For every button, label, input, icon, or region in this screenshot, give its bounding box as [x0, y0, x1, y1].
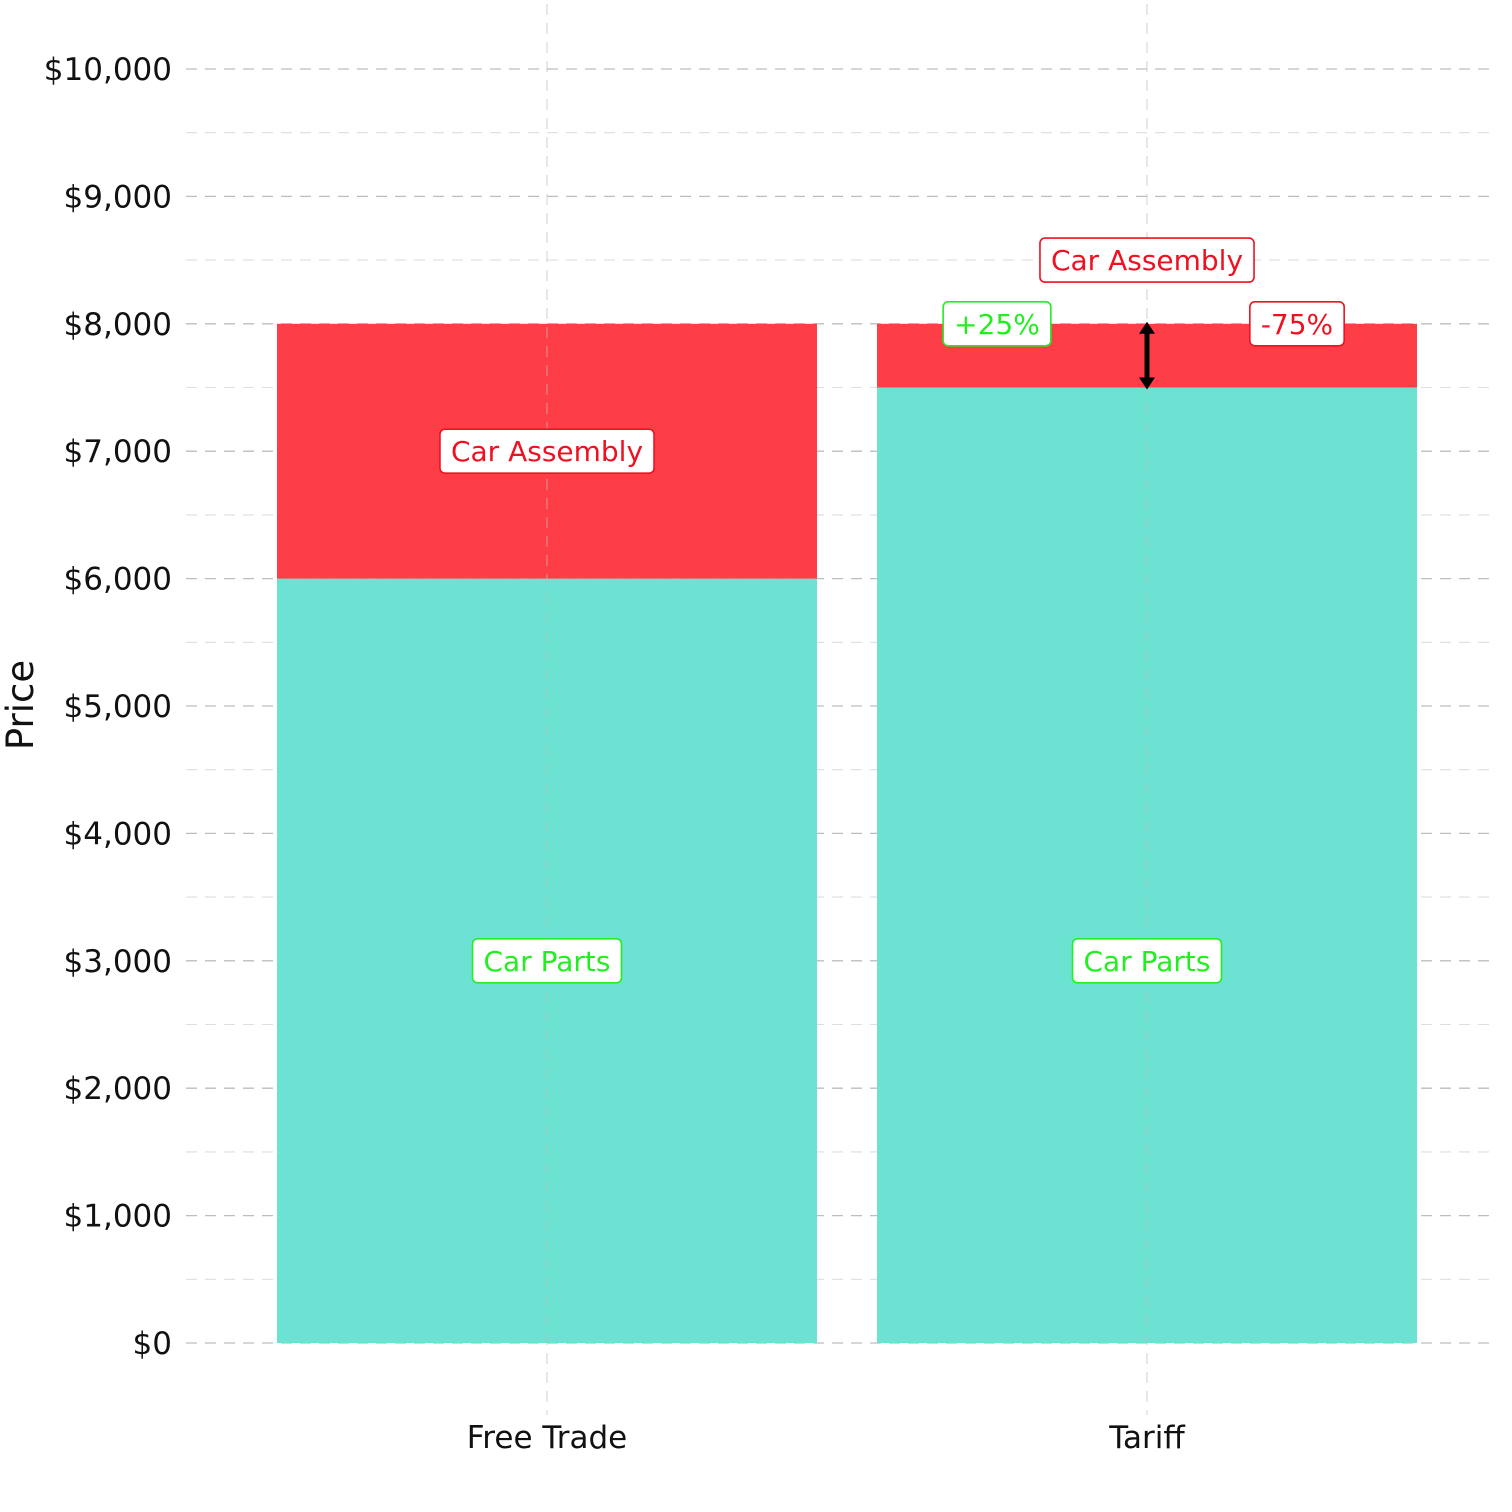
- bar-label: Car Assembly: [1039, 237, 1255, 283]
- bar-label: -75%: [1249, 300, 1345, 347]
- y-tick-label: $6,000: [64, 562, 172, 598]
- y-tick-label: $1,000: [64, 1199, 172, 1235]
- change-arrow: [1139, 321, 1155, 390]
- y-tick-label: $8,000: [64, 307, 172, 343]
- label-box: [1071, 937, 1223, 984]
- label-text: -75%: [1261, 308, 1333, 341]
- bar-label: Car Parts: [471, 937, 623, 984]
- label-box: [1039, 237, 1255, 283]
- label-text: Car Assembly: [1051, 244, 1243, 277]
- label-box: [1249, 300, 1345, 347]
- label-box: [942, 300, 1052, 347]
- y-tick-label: $7,000: [64, 434, 172, 470]
- arrow-head-up: [1139, 321, 1155, 334]
- y-tick-label: $0: [133, 1326, 172, 1362]
- label-text: Car Parts: [1084, 945, 1211, 978]
- y-tick-label: $5,000: [64, 689, 172, 725]
- bars: [277, 323, 1417, 1343]
- y-tick-label: $3,000: [64, 944, 172, 980]
- y-axis-tick-labels: $0 $1,000 $2,000 $3,000 $4,000 $5,000 $6,000 $7…: [44, 52, 172, 1362]
- y-tick-label: $4,000: [64, 816, 172, 852]
- x-tick-label: Tariff: [1108, 1420, 1185, 1456]
- bar-label: +25%: [942, 300, 1052, 347]
- bar-labels: Car Parts Car Assembly Car Parts Car Assemb…: [439, 237, 1345, 984]
- label-text: Car Assembly: [451, 435, 643, 468]
- x-tick-label: Free Trade: [467, 1420, 628, 1456]
- y-tick-label: $9,000: [64, 179, 172, 215]
- x-axis-tick-labels: Free Trade Tariff: [467, 1420, 1186, 1456]
- bar-label: Car Parts: [1071, 937, 1223, 984]
- label-text: +25%: [954, 308, 1040, 341]
- y-axis-title: Price: [0, 660, 42, 750]
- label-box: [439, 428, 655, 475]
- arrow-head-down: [1139, 377, 1155, 390]
- y-tick-label: $2,000: [64, 1071, 172, 1107]
- bar-label: Car Assembly: [439, 428, 655, 475]
- label-text: Car Parts: [484, 945, 611, 978]
- y-tick-label: $10,000: [44, 52, 172, 88]
- label-box: [471, 937, 623, 984]
